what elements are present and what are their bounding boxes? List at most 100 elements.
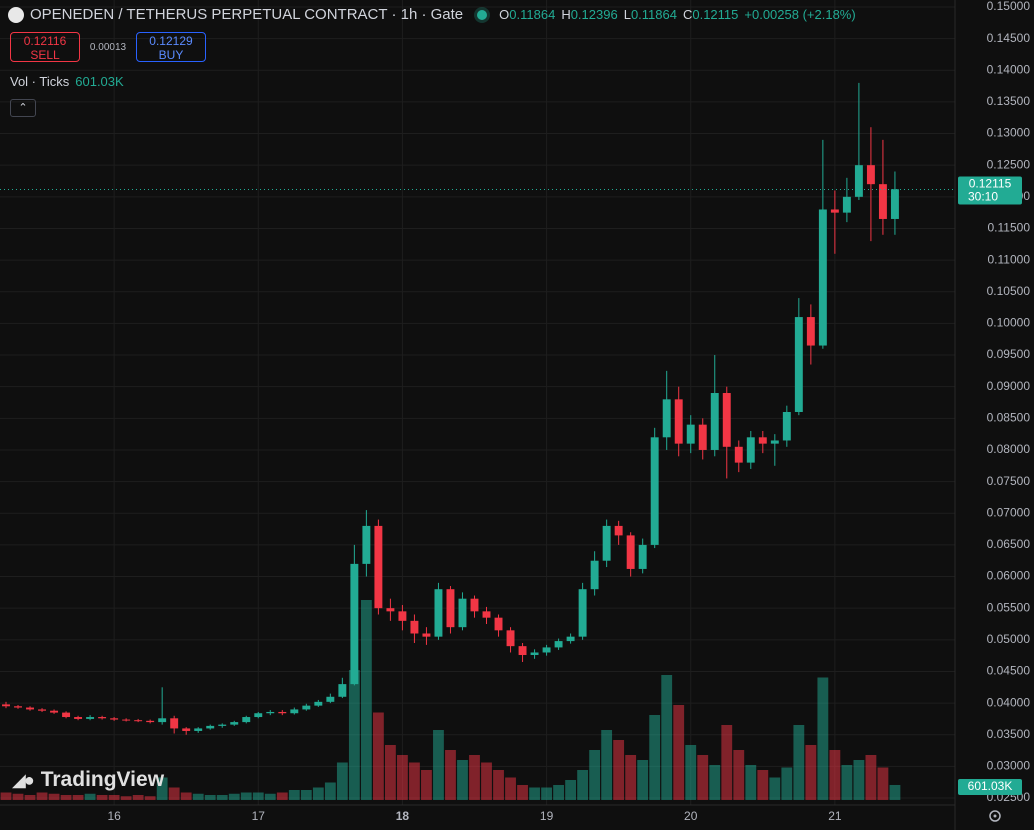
candle-body xyxy=(218,724,227,726)
candle-body xyxy=(398,611,407,621)
volume-bar xyxy=(625,755,637,800)
y-tick-label: 0.14500 xyxy=(987,31,1031,45)
candle-body xyxy=(158,718,167,723)
watermark-logo: ◢● xyxy=(12,769,35,790)
volume-bar xyxy=(805,745,817,800)
ohlc-value: 0.11864 xyxy=(509,7,556,22)
volume-bar xyxy=(204,795,216,800)
volume-bar xyxy=(505,777,516,800)
volume-bar xyxy=(445,750,456,800)
volume-bar xyxy=(733,750,745,800)
volume-bar xyxy=(216,795,228,800)
candle-body xyxy=(446,589,455,628)
volume-bar xyxy=(457,760,468,800)
spread: 0.00013 xyxy=(89,41,127,53)
x-tick-label: 19 xyxy=(540,809,554,823)
y-tick-label: 0.10000 xyxy=(987,316,1031,330)
settings-hub xyxy=(993,814,997,818)
ohlc-label: H xyxy=(561,7,571,22)
candle-body xyxy=(26,707,34,710)
y-tick-label: 0.09500 xyxy=(987,347,1031,361)
y-tick-label: 0.11000 xyxy=(988,252,1031,266)
y-tick-label: 0.14000 xyxy=(987,62,1031,76)
candle-body xyxy=(770,440,779,444)
header: OPENEDEN / TETHERUS PERPETUAL CONTRACT ·… xyxy=(8,6,856,23)
candle-body xyxy=(134,720,143,722)
y-tick-label: 0.06000 xyxy=(987,569,1031,583)
last-price: 0.12115 xyxy=(969,177,1012,191)
volume-bar xyxy=(409,762,420,800)
volume-bar xyxy=(433,730,444,800)
candle-body xyxy=(554,641,563,648)
candle-body xyxy=(722,393,731,447)
volume-bar xyxy=(300,790,312,800)
volume-bar xyxy=(421,770,432,800)
volume-bar xyxy=(276,792,288,800)
candle-body xyxy=(470,598,479,612)
candle-body xyxy=(494,617,503,631)
collapse-button[interactable]: ⌃ xyxy=(10,99,36,117)
status-dot xyxy=(477,9,488,20)
candle-body xyxy=(314,701,323,706)
buy-price: 0.12129 xyxy=(149,34,193,48)
candle-body xyxy=(482,611,491,618)
x-tick-label: 17 xyxy=(252,809,266,823)
volume-bar xyxy=(168,787,180,800)
countdown: 30:10 xyxy=(968,190,998,204)
candle-body xyxy=(758,437,767,444)
candle-body xyxy=(734,446,743,463)
volume-tag-label: 601.03K xyxy=(968,779,1013,793)
candle-body xyxy=(278,711,287,714)
volume-bar xyxy=(348,670,360,800)
x-tick-label: 18 xyxy=(396,809,410,823)
volume-bar xyxy=(228,793,240,800)
volume-bar xyxy=(481,762,492,800)
volume-bar xyxy=(817,677,829,800)
candle-body xyxy=(782,411,791,441)
volume-bar xyxy=(360,600,372,800)
candle-body xyxy=(662,399,671,438)
y-tick-label: 0.13500 xyxy=(987,94,1031,108)
symbol[interactable]: OPENEDEN / TETHERUS PERPETUAL CONTRACT ·… xyxy=(30,6,464,23)
candle-body xyxy=(530,652,539,656)
volume-bar xyxy=(829,750,841,800)
candle-body xyxy=(206,725,215,729)
y-tick-label: 0.11500 xyxy=(988,221,1031,235)
buy-button[interactable]: 0.12129 BUY xyxy=(136,32,206,62)
volume-bar xyxy=(24,795,36,800)
candle-body xyxy=(806,317,815,346)
volume-bar xyxy=(324,782,336,800)
candle-body xyxy=(614,525,623,536)
candle-body xyxy=(686,424,695,444)
volume-bar xyxy=(697,755,709,800)
volume-bar xyxy=(745,765,757,800)
candle-body xyxy=(302,705,311,710)
y-tick-label: 0.07500 xyxy=(987,474,1031,488)
candle-body xyxy=(122,719,131,721)
candle-body xyxy=(590,560,599,590)
volume-bar xyxy=(336,762,348,800)
ohlc-item: C0.12115 xyxy=(683,7,738,22)
volume-bar xyxy=(288,790,300,800)
ohlc-value: 0.12396 xyxy=(570,7,618,22)
volume-bar xyxy=(132,795,144,800)
candle-body xyxy=(434,589,443,637)
sell-button[interactable]: 0.12116 SELL xyxy=(10,32,80,62)
ohlc-label: L xyxy=(623,7,631,22)
volume-bar xyxy=(72,795,84,800)
candle-body xyxy=(818,209,827,346)
candle-body xyxy=(50,710,59,713)
candle-body xyxy=(2,704,10,707)
candle-body xyxy=(242,717,251,723)
candle-body xyxy=(338,684,347,697)
symbol-logo xyxy=(8,6,24,23)
y-tick-label: 0.10500 xyxy=(987,284,1031,298)
volume-bar xyxy=(673,705,685,800)
volume-bar xyxy=(372,712,384,800)
settings-icon[interactable] xyxy=(989,810,1001,822)
candle-body xyxy=(710,393,719,450)
candle-body xyxy=(866,165,875,185)
volume-bar xyxy=(757,770,769,800)
y-tick-label: 0.08000 xyxy=(987,442,1031,456)
y-tick-label: 0.05500 xyxy=(987,600,1031,614)
